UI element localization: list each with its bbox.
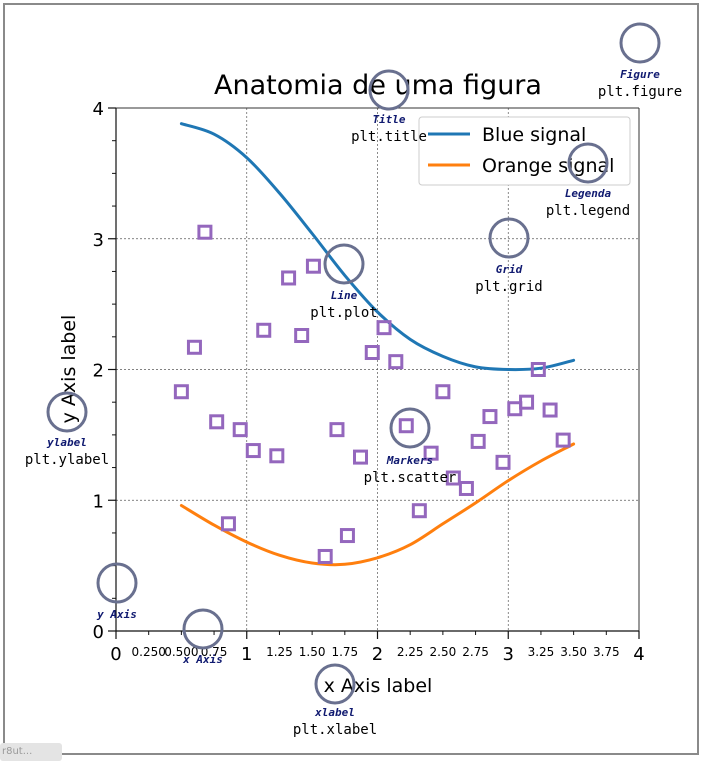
annotation-name: xlabel — [314, 706, 355, 719]
annotation-circle — [619, 22, 661, 64]
scatter-point — [376, 320, 392, 336]
annotation-name: ylabel — [46, 436, 87, 449]
x-tick-label: 1 — [241, 644, 252, 665]
y-tick-label: 3 — [93, 230, 104, 251]
x-minor-tick-label: 2.25 — [397, 645, 424, 659]
legend-box — [418, 116, 631, 186]
annotation-name: Figure — [620, 68, 660, 81]
scatter-point — [435, 384, 451, 400]
scatter-point — [294, 328, 310, 344]
annotation-name: y Axis — [96, 608, 137, 621]
x-minor-tick-label: 0.500 — [164, 645, 198, 659]
annotation-circle — [368, 69, 410, 111]
annotation-code: plt.title — [351, 129, 427, 145]
annotation-circle — [488, 217, 530, 259]
x-minor-tick-label: 1.25 — [266, 645, 293, 659]
y-tick-label: 4 — [93, 99, 104, 120]
legend-label: Blue signal — [482, 124, 586, 146]
scatter-point — [256, 322, 272, 338]
watermark: r8ut... — [0, 743, 62, 761]
annotation-code: plt.xlabel — [293, 722, 377, 738]
scatter-point — [269, 448, 285, 464]
annotation-circle — [323, 243, 365, 285]
scatter-point — [197, 224, 213, 240]
annotation-code: plt.grid — [475, 279, 542, 295]
x-minor-tick-label: 3.50 — [560, 645, 587, 659]
scatter-point — [305, 258, 321, 274]
scatter-point — [209, 414, 225, 430]
x-tick-label: 0 — [110, 644, 121, 665]
y-tick-label: 2 — [93, 361, 104, 382]
x-axis-label: x Axis label — [324, 675, 433, 697]
scatter-point — [232, 422, 248, 438]
x-tick-label: 2 — [372, 644, 383, 665]
annotation-code: plt.plot — [310, 305, 377, 321]
x-minor-tick-label: 3.25 — [528, 645, 555, 659]
x-tick-label: 3 — [503, 644, 514, 665]
scatter-point — [542, 402, 558, 418]
annotation-code: plt.scatter — [364, 470, 457, 486]
annotation-name: Markers — [386, 454, 433, 467]
x-minor-tick-label: 1.50 — [299, 645, 326, 659]
y-axis-label: y Axis label — [58, 315, 80, 424]
x-minor-tick-label: 2.50 — [430, 645, 457, 659]
scatter-point — [339, 528, 355, 544]
scatter-point — [398, 418, 414, 434]
annotation-circle — [389, 407, 431, 449]
annotation-circle — [567, 142, 609, 184]
scatter-point — [281, 270, 297, 286]
annotation-name: Title — [372, 113, 405, 126]
y-tick-label: 0 — [93, 622, 104, 643]
scatter-point — [317, 548, 333, 564]
scatter-point — [220, 516, 236, 532]
scatter-point — [364, 345, 380, 361]
x-minor-tick-label: 0.250 — [132, 645, 166, 659]
scatter-point — [445, 470, 461, 486]
annotation-circle — [46, 391, 88, 433]
annotation-name: Grid — [496, 263, 523, 276]
scatter-point — [482, 409, 498, 425]
scatter-point — [388, 354, 404, 370]
scatter-point — [530, 362, 546, 377]
annotation-name: Line — [331, 289, 358, 302]
scatter-point — [353, 449, 369, 465]
scatter-point — [245, 443, 261, 459]
annotation-circle — [96, 562, 138, 604]
x-tick-label: 4 — [633, 644, 644, 665]
annotation-code: plt.legend — [546, 203, 630, 219]
annotation-circle — [314, 663, 356, 705]
x-minor-tick-label: 2.75 — [462, 645, 489, 659]
scatter-point — [186, 339, 202, 355]
scatter-point — [423, 445, 439, 461]
scatter-point — [329, 422, 345, 438]
annotation-name: x Axis — [182, 653, 223, 666]
y-tick-label: 1 — [93, 491, 104, 512]
scatter-point — [495, 454, 511, 470]
scatter-point — [519, 394, 535, 410]
series-line-1 — [179, 442, 576, 567]
legend-label: Orange signal — [482, 155, 614, 177]
series-line-0 — [179, 122, 576, 372]
scatter-point — [555, 432, 571, 448]
annotation-circle — [182, 608, 224, 650]
scatter-point — [470, 433, 486, 449]
annotation-code: plt.figure — [598, 84, 682, 100]
annotation-name: Legenda — [565, 187, 612, 200]
scatter-point — [411, 503, 427, 519]
scatter-point — [458, 480, 474, 496]
scatter-point — [173, 384, 189, 400]
annotation-code: plt.ylabel — [25, 452, 109, 468]
x-minor-tick-label: 1.75 — [331, 645, 358, 659]
x-minor-tick-label: 3.75 — [593, 645, 620, 659]
